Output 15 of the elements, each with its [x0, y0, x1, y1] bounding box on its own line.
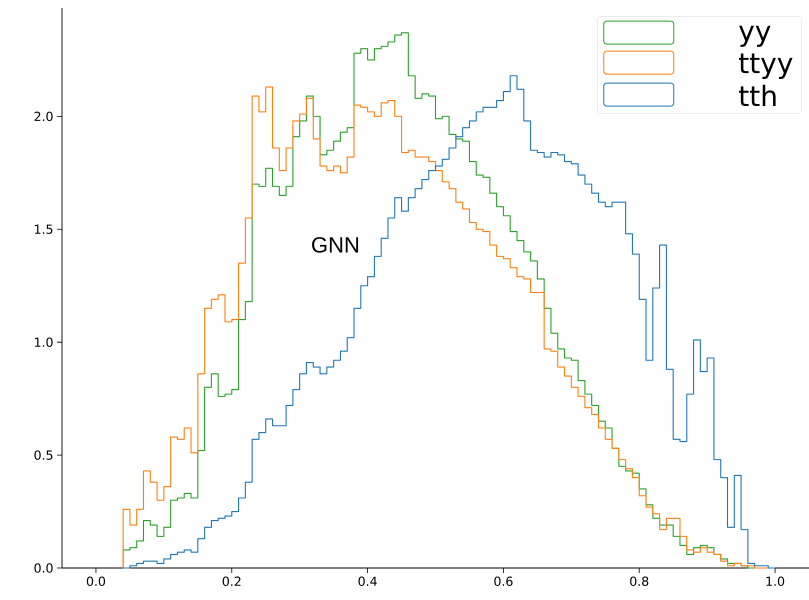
- x-tick-label: 0.2: [222, 576, 240, 586]
- legend-label: yy: [739, 26, 771, 47]
- y-tick-label: 1.0: [34, 337, 53, 347]
- y-tick-label: 1.5: [34, 224, 52, 234]
- y-tick-label: 0.5: [34, 450, 52, 460]
- x-tick-label: 0.0: [86, 576, 106, 586]
- x-tick-label: 0.8: [630, 576, 648, 586]
- legend-label: ttyy: [739, 54, 793, 79]
- x-tick-label: 1.0: [766, 576, 784, 586]
- y-tick-label: 0.0: [34, 563, 53, 573]
- x-tick-label: 0.6: [494, 576, 513, 586]
- legend-label: tth: [739, 84, 776, 106]
- annotation: GNN: [312, 237, 358, 253]
- y-tick-label: 2.0: [34, 112, 53, 122]
- x-tick-label: 0.4: [358, 576, 377, 586]
